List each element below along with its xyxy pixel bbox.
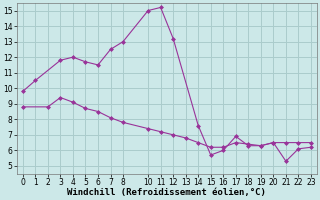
X-axis label: Windchill (Refroidissement éolien,°C): Windchill (Refroidissement éolien,°C) bbox=[68, 188, 266, 197]
